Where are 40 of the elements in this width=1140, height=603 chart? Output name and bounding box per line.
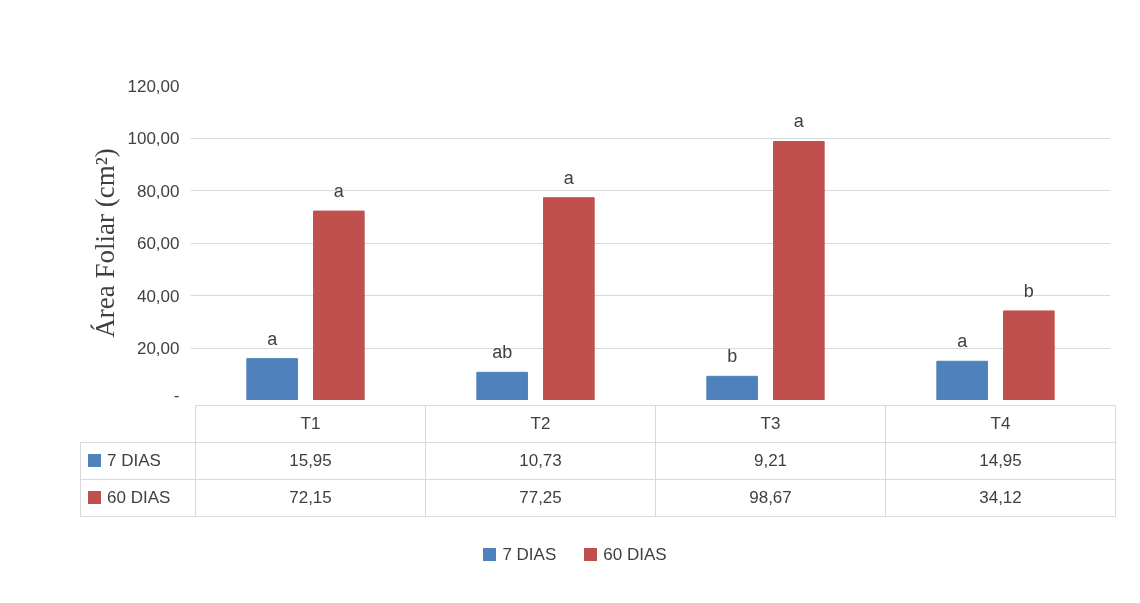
annotation: a: [267, 328, 279, 349]
data-label: 77,25: [425, 479, 656, 517]
annotation: b: [1023, 280, 1034, 301]
data-label: 10,73: [425, 442, 656, 480]
y-tick-label: 60,00: [136, 234, 180, 253]
text: 7 DIAS: [502, 545, 557, 564]
data-label: 14,95: [885, 442, 1116, 480]
bar: [773, 140, 825, 400]
legend-label: 60 DIAS: [602, 545, 667, 564]
data-label: 98,67: [655, 479, 886, 517]
bar: [706, 375, 758, 400]
bar: [936, 360, 988, 400]
annotation: a: [333, 181, 345, 202]
annotation: ab: [492, 342, 513, 363]
bar: [246, 358, 298, 400]
x-tick-label: T4: [885, 405, 1116, 443]
x-tick-label: T3: [655, 405, 886, 443]
y-axis-title: Área Foliar (cm²): [89, 148, 120, 338]
legend-label: 7 DIAS: [80, 442, 196, 480]
y-tick-label: 120,00: [127, 76, 180, 96]
bar: [313, 210, 365, 400]
bar: [543, 197, 595, 400]
data-label: 34,12: [885, 479, 1116, 517]
y-tick-label: 40,00: [136, 286, 180, 306]
bar: [1003, 310, 1055, 400]
annotation: a: [563, 167, 575, 188]
data-label: 72,15: [195, 479, 426, 517]
annotation: a: [957, 331, 969, 352]
y-tick-label: 100,00: [127, 129, 180, 148]
y-tick-label: -: [173, 385, 180, 405]
y-tick-label: 80,00: [136, 181, 180, 201]
text: 60 DIAS: [107, 487, 171, 507]
x-tick-label: T2: [425, 405, 656, 443]
x-tick-label: T1: [195, 405, 426, 443]
data-label: 9,21: [655, 442, 886, 480]
annotation: b: [727, 346, 738, 367]
bar: [476, 371, 528, 400]
y-tick-label: 20,00: [136, 339, 180, 358]
data-label: 15,95: [195, 442, 426, 480]
annotation: a: [793, 111, 805, 132]
